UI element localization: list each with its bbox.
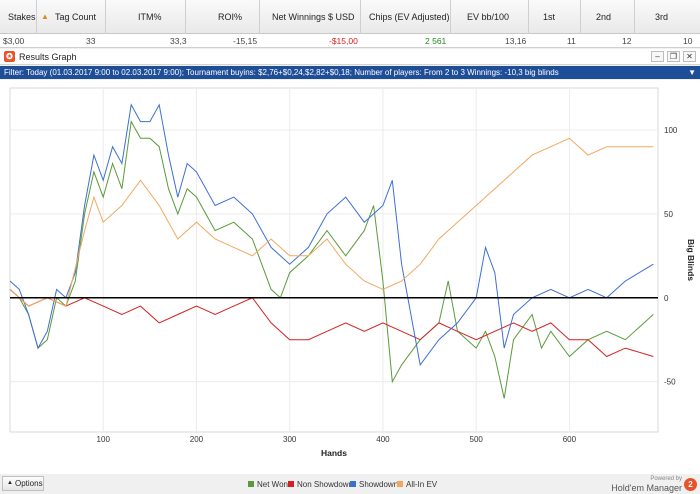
options-label: Options [15, 479, 43, 488]
y-tick-label: -50 [664, 378, 676, 387]
series-line-all-in-ev [9, 137, 654, 307]
y-tick-label: 0 [664, 294, 669, 303]
legend-showdown: Showdown [350, 480, 398, 490]
column-label: Net Winnings $ USD [272, 12, 355, 22]
cell-2nd: 12 [622, 36, 632, 46]
cell-1st: 11 [567, 36, 576, 46]
series-line-net-won [9, 120, 654, 399]
x-tick-label: 600 [563, 435, 577, 444]
legend-label: Showdown [359, 480, 399, 489]
column-label: 3rd [655, 12, 669, 22]
filter-bar: Filter: Today (01.03.2017 9:00 to 02.03.… [0, 66, 700, 79]
column-header-2nd[interactable]: 2nd [581, 0, 635, 34]
legend-net-won: Net Won [248, 480, 288, 490]
results-graph: 100 200 300 400 500 600 100 50 0 -50 Hands Big Blin… [0, 80, 700, 474]
column-header-tag-count[interactable]: Tag Count [51, 0, 106, 34]
cell-net-winnings: -$15,00 [329, 36, 358, 46]
caret-up-icon: ▲ [7, 480, 13, 486]
column-header-roi[interactable]: ROI% [186, 0, 260, 34]
y-tick-label: 100 [664, 126, 678, 135]
column-header-1st[interactable]: 1st [529, 0, 581, 34]
powered-by: Powered by Hold'em Manager [611, 476, 682, 493]
cell-tag-count: 33 [86, 36, 96, 46]
column-header-3rd[interactable]: 3rd [635, 0, 700, 34]
x-tick-label: 500 [470, 435, 484, 444]
filter-text: Filter: Today (01.03.2017 9:00 to 02.03.… [4, 68, 559, 77]
column-header-stakes[interactable]: Stakes [0, 0, 37, 34]
close-button[interactable]: ✕ [683, 51, 696, 62]
column-label: ROI% [218, 12, 243, 22]
x-tick-label: 200 [190, 435, 204, 444]
legend-non-showdown: Non Showdown [288, 480, 353, 490]
legend-label: Non Showdown [297, 480, 354, 489]
legend-swatch [288, 481, 294, 487]
legend-swatch [350, 481, 356, 487]
series-line-non-showdown [9, 289, 654, 358]
legend-label: Net Won [257, 480, 288, 489]
stats-row[interactable]: $3,00 33 33,3 -15,15 -$15,00 2 561 13,16… [0, 34, 700, 48]
window-title: Results Graph [19, 52, 77, 62]
cell-itm: 33,3 [170, 36, 187, 46]
column-header-chips-ev[interactable]: Chips (EV Adjusted) [361, 0, 451, 34]
powered-by-text: Powered by [650, 476, 682, 482]
minimize-button[interactable]: – [651, 51, 664, 62]
x-tick-label: 400 [376, 435, 390, 444]
column-header-itm[interactable]: ITM% [106, 0, 186, 34]
legend-swatch [248, 481, 254, 487]
column-label: Tag Count [55, 12, 97, 22]
cell-roi: -15,15 [233, 36, 258, 46]
bottom-bar: ▲ Options Net Won Non Showdown Showdown … [0, 474, 700, 494]
x-tick-label: 300 [283, 435, 297, 444]
column-header-ev-bb[interactable]: EV bb/100 [451, 0, 529, 34]
column-label: ITM% [138, 12, 162, 22]
options-button[interactable]: ▲ Options [2, 476, 44, 491]
holdem-manager-icon: ✪ [4, 51, 15, 62]
cell-chips-ev: 2 561 [425, 36, 447, 46]
cell-stakes: $3,00 [3, 36, 25, 46]
column-label: Stakes [8, 12, 36, 22]
x-tick-label: 100 [97, 435, 111, 444]
legend-all-in-ev: All-In EV [397, 480, 437, 490]
y-tick-label: 50 [664, 210, 673, 219]
stats-table-header: Stakes ▲ Tag Count ITM% ROI% Net Winning… [0, 0, 700, 34]
series-line-showdown [9, 103, 654, 367]
cell-ev-bb: 13,16 [505, 36, 527, 46]
restore-button[interactable]: ❐ [667, 51, 680, 62]
filter-funnel-icon[interactable]: ▼ [688, 68, 696, 77]
holdem-manager-logo-icon: 2 [684, 478, 697, 491]
x-axis-label: Hands [321, 448, 347, 458]
column-label: 2nd [596, 12, 612, 22]
results-graph-titlebar: ✪ Results Graph – ❐ ✕ [0, 49, 700, 65]
legend-swatch [397, 481, 403, 487]
legend-label: All-In EV [406, 480, 438, 489]
cell-3rd: 10 [683, 36, 693, 46]
column-label: EV bb/100 [467, 12, 510, 22]
column-header-net-winnings[interactable]: Net Winnings $ USD [260, 0, 361, 34]
plot-area [9, 87, 659, 433]
y-axis-label: Big Blinds [686, 239, 696, 281]
column-label: Chips (EV Adjusted) [369, 12, 450, 22]
column-label: 1st [543, 12, 556, 22]
sort-arrow-icon[interactable]: ▲ [41, 12, 49, 21]
brand-name: Hold'em Manager [611, 483, 682, 493]
